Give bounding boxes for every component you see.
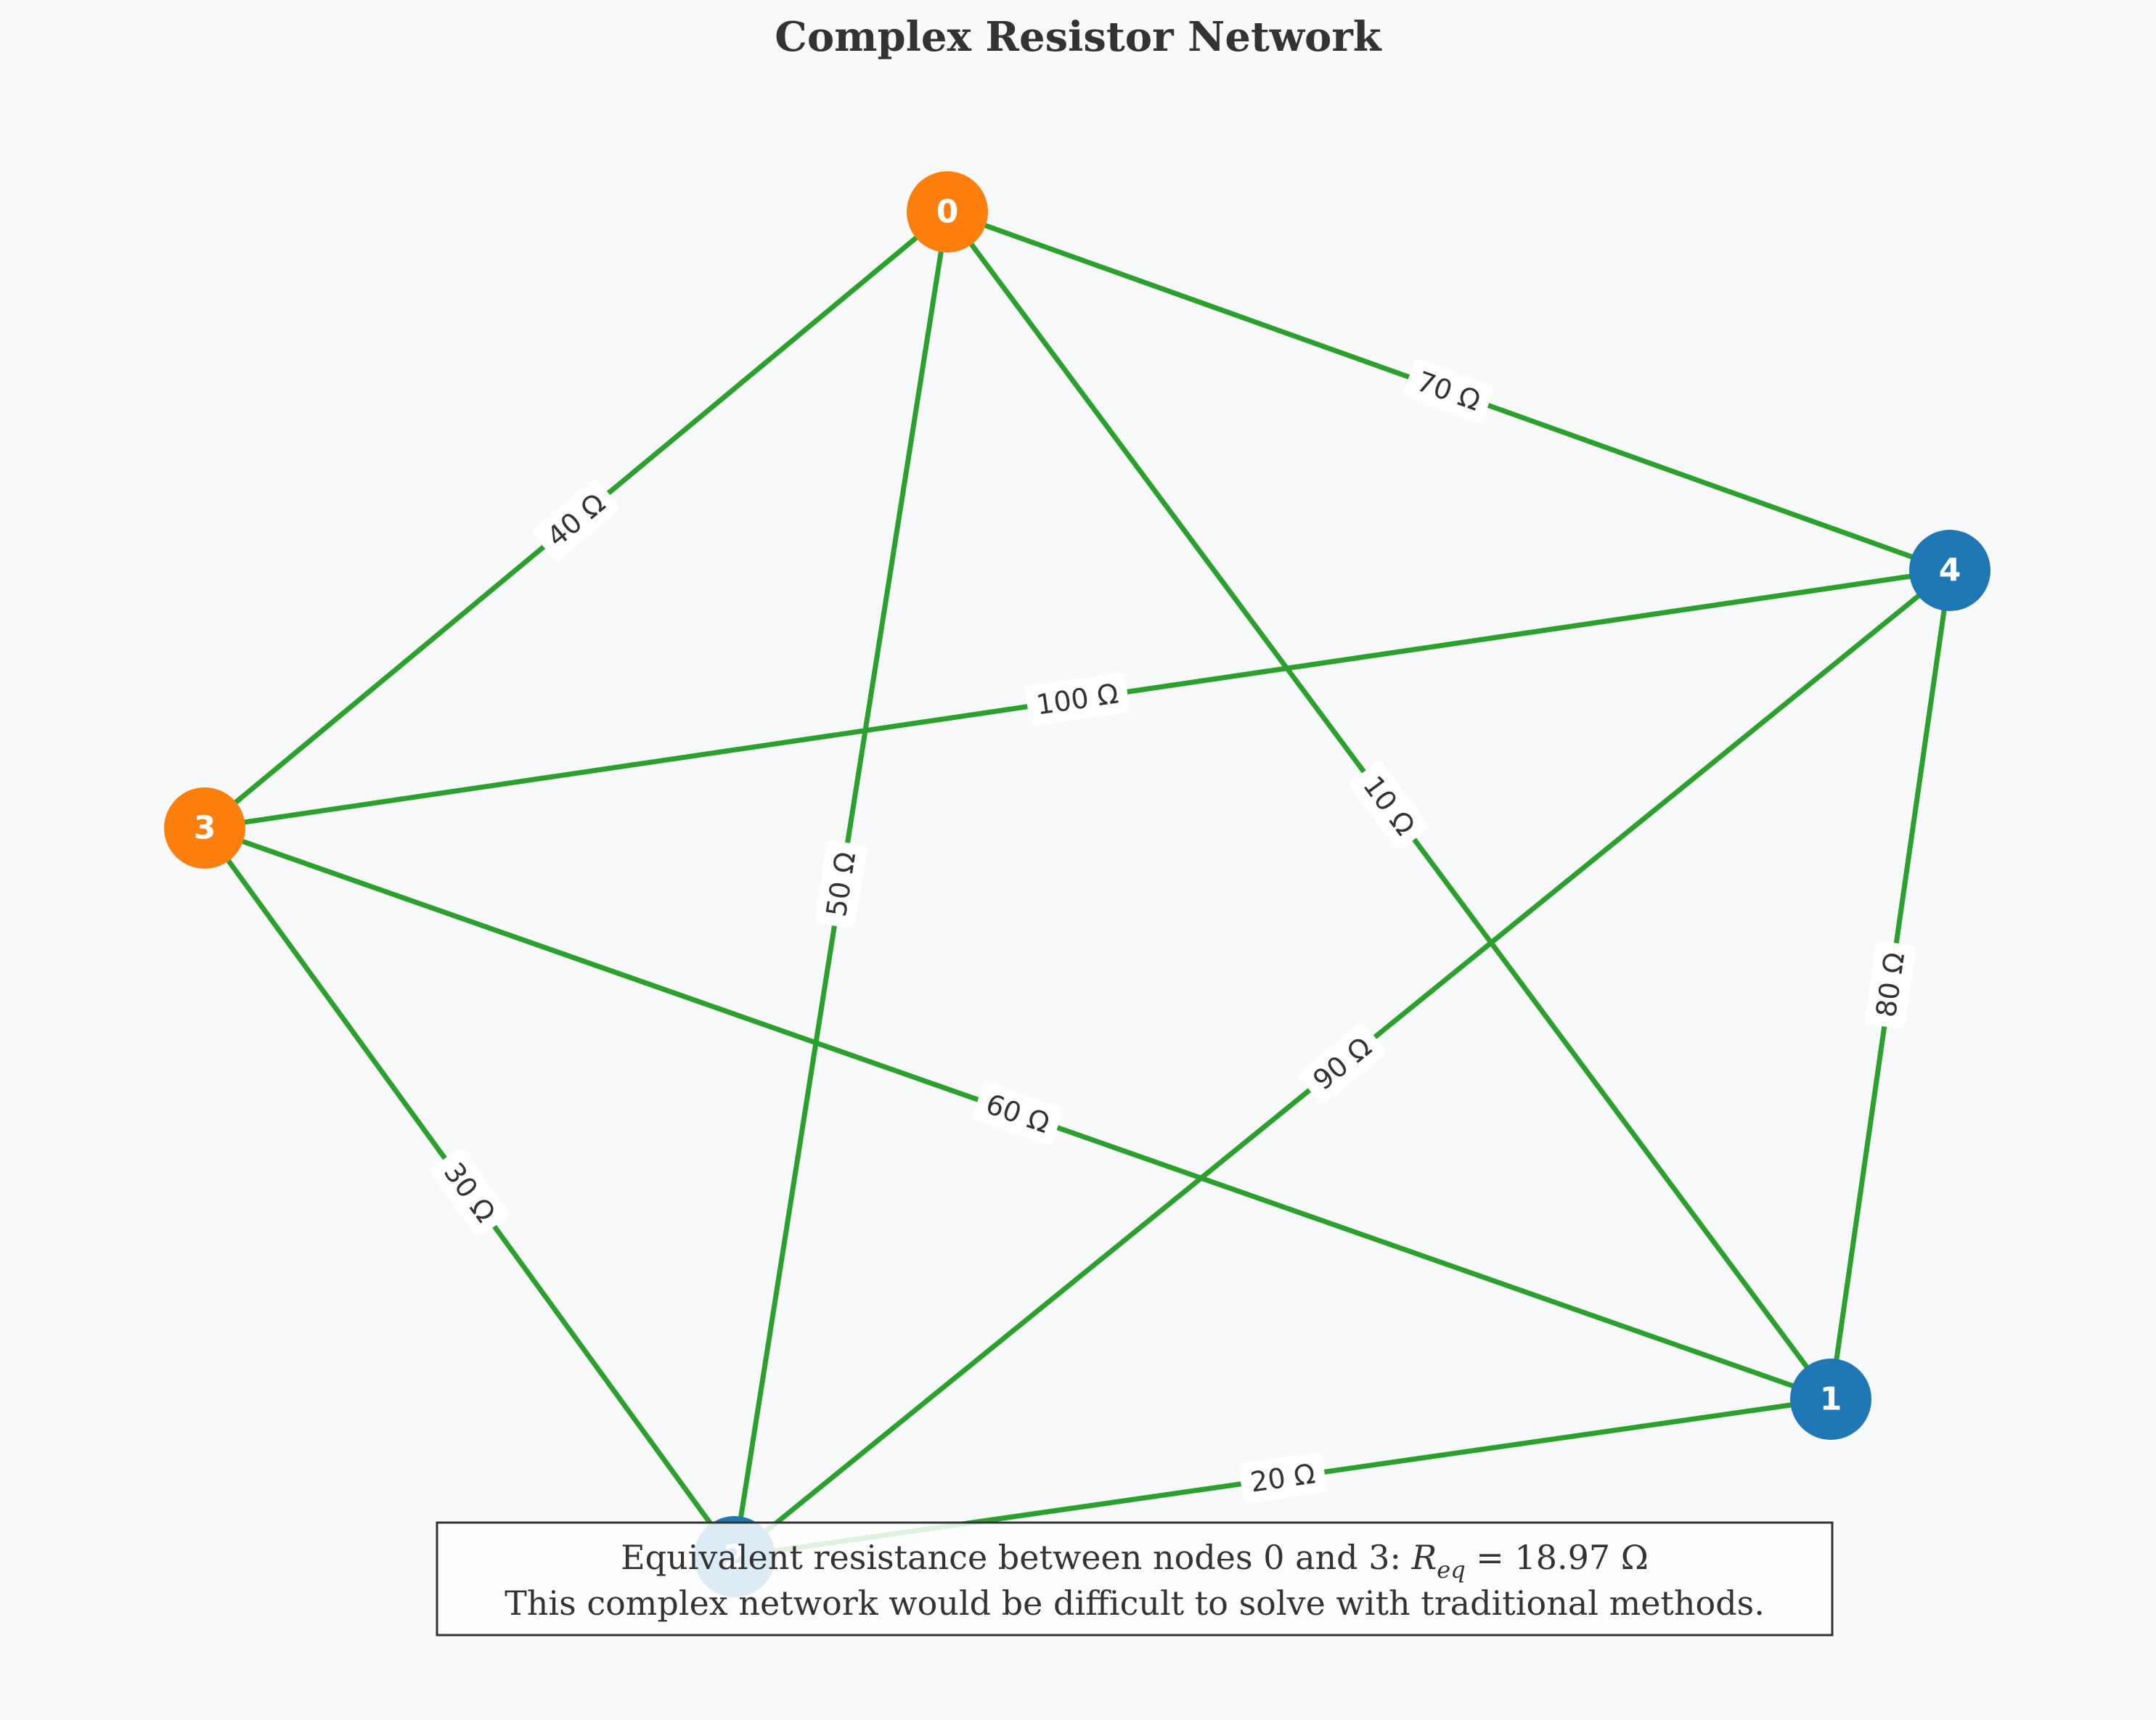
annotation-prefix: Equivalent resistance between nodes 0 an… (621, 1538, 1412, 1577)
edge-label-0-2: 50 Ω (814, 840, 867, 929)
node-label: 0 (936, 194, 959, 231)
nodes-layer: 01234 (164, 171, 1990, 1597)
node-4: 4 (1909, 530, 1990, 611)
edge-label-background (430, 1148, 509, 1237)
edge-label-background (1349, 761, 1429, 850)
node-label: 1 (1820, 1381, 1842, 1418)
edge-label-background (1025, 672, 1130, 726)
edge-label-background (1865, 941, 1916, 1029)
edge-label-1-2: 20 Ω (1238, 1452, 1327, 1504)
edge-label-background (973, 1082, 1063, 1145)
annotation-note: This complex network would be difficult … (505, 1584, 1765, 1623)
edge-label-1-4: 80 Ω (1865, 941, 1916, 1029)
req-subscript: eq (1437, 1556, 1465, 1584)
edge-label-3-4: 100 Ω (1025, 672, 1130, 726)
node-label: 3 (194, 810, 216, 847)
annotation-box: Equivalent resistance between nodes 0 an… (436, 1521, 1834, 1637)
edge-label-background (533, 480, 619, 560)
node-label: 4 (1939, 552, 1961, 589)
node-circle (1909, 530, 1990, 611)
annotation-frame (436, 1521, 1834, 1637)
node-3: 3 (164, 787, 245, 869)
node-circle (1790, 1359, 1871, 1440)
edge-label-background (1403, 359, 1494, 423)
edge-label-background (1299, 1023, 1386, 1104)
equivalent-resistance-line: Equivalent resistance between nodes 0 an… (621, 1538, 1649, 1584)
node-circle (164, 787, 245, 869)
req-symbol: R (1411, 1538, 1437, 1577)
node-circle (907, 171, 988, 253)
req-value: = 18.97 Ω (1466, 1538, 1649, 1577)
edge-labels-layer: 10 Ω20 Ω30 Ω40 Ω50 Ω60 Ω70 Ω80 Ω90 Ω100 … (430, 359, 1916, 1504)
figure-title: Complex Resistor Network (775, 13, 1382, 61)
node-0: 0 (907, 171, 988, 253)
edge-label-background (814, 840, 867, 929)
node-1: 1 (1790, 1359, 1871, 1440)
edge-label-background (1238, 1452, 1327, 1504)
